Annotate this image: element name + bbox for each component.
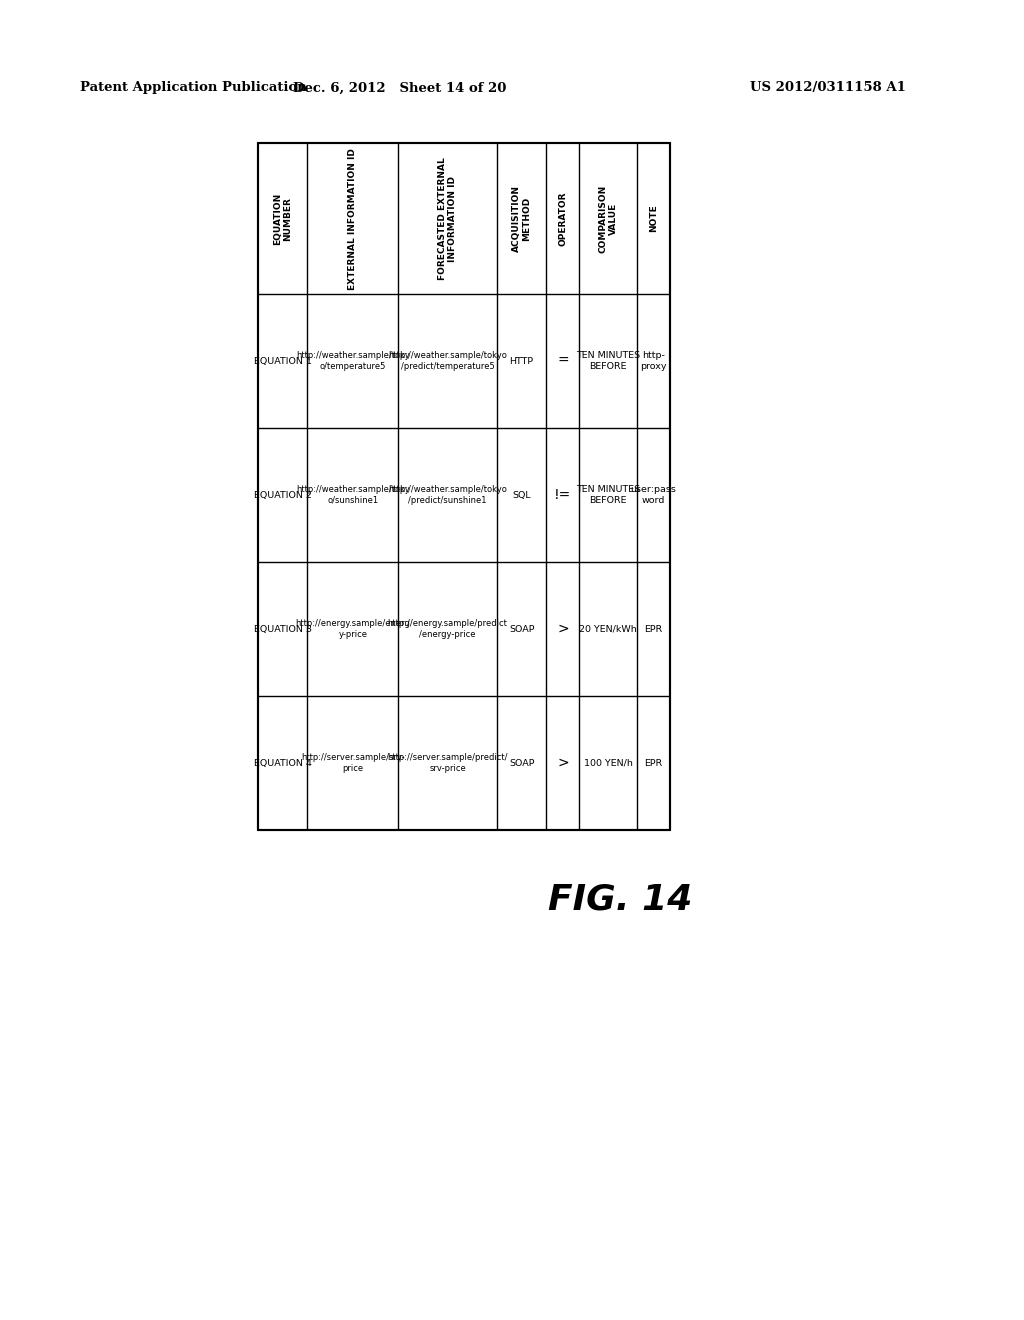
Text: 100 YEN/h: 100 YEN/h	[584, 759, 633, 767]
Text: Dec. 6, 2012   Sheet 14 of 20: Dec. 6, 2012 Sheet 14 of 20	[293, 82, 507, 95]
Text: COMPARISON
VALUE: COMPARISON VALUE	[598, 185, 617, 252]
Text: SQL: SQL	[512, 491, 531, 499]
Text: SOAP: SOAP	[509, 624, 535, 634]
Text: US 2012/0311158 A1: US 2012/0311158 A1	[750, 82, 906, 95]
Text: >: >	[557, 756, 568, 770]
Bar	[258, 143, 670, 830]
Text: http://energy.sample/predict
/energy-price: http://energy.sample/predict /energy-pri…	[387, 619, 508, 639]
Text: TEN MINUTES
BEFORE: TEN MINUTES BEFORE	[577, 351, 640, 371]
Text: http://weather.sample/toky
o/temperature5: http://weather.sample/toky o/temperature…	[296, 351, 410, 371]
Text: EPR: EPR	[644, 624, 663, 634]
Text: OPERATOR: OPERATOR	[558, 191, 567, 246]
Text: user:pass
word: user:pass word	[631, 486, 677, 504]
Text: http://energy.sample/energ
y-price: http://energy.sample/energ y-price	[295, 619, 411, 639]
Text: EQUATION 1: EQUATION 1	[254, 356, 311, 366]
Text: SOAP: SOAP	[509, 759, 535, 767]
Text: http://weather.sample/tokyo
/predict/sunshine1: http://weather.sample/tokyo /predict/sun…	[388, 486, 507, 504]
Text: TEN MINUTES
BEFORE: TEN MINUTES BEFORE	[577, 486, 640, 504]
Text: http://weather.sample/tokyo
/predict/temperature5: http://weather.sample/tokyo /predict/tem…	[388, 351, 507, 371]
Text: EXTERNAL INFORMATION ID: EXTERNAL INFORMATION ID	[348, 148, 357, 289]
Text: http://server.sample/predict/
srv-price: http://server.sample/predict/ srv-price	[387, 754, 508, 772]
Text: http-
proxy: http- proxy	[640, 351, 667, 371]
Text: ACQUISITION
METHOD: ACQUISITION METHOD	[512, 185, 531, 252]
Text: !=: !=	[554, 488, 571, 502]
Text: http://server.sample/srv-
price: http://server.sample/srv- price	[301, 754, 404, 772]
Text: Patent Application Publication: Patent Application Publication	[80, 82, 307, 95]
Text: FIG. 14: FIG. 14	[548, 883, 692, 917]
Text: EQUATION 3: EQUATION 3	[254, 624, 311, 634]
Text: EPR: EPR	[644, 759, 663, 767]
Text: EQUATION 4: EQUATION 4	[254, 759, 311, 767]
Text: FORECASTED EXTERNAL
INFORMATION ID: FORECASTED EXTERNAL INFORMATION ID	[438, 157, 458, 280]
Text: NOTE: NOTE	[649, 205, 658, 232]
Text: EQUATION
NUMBER: EQUATION NUMBER	[273, 193, 293, 244]
Text: http://weather.sample/toky
o/sunshine1: http://weather.sample/toky o/sunshine1	[296, 486, 410, 504]
Text: =: =	[557, 354, 568, 368]
Text: HTTP: HTTP	[510, 356, 534, 366]
Text: >: >	[557, 622, 568, 636]
Text: EQUATION 2: EQUATION 2	[254, 491, 311, 499]
Text: 20 YEN/kWh: 20 YEN/kWh	[580, 624, 637, 634]
